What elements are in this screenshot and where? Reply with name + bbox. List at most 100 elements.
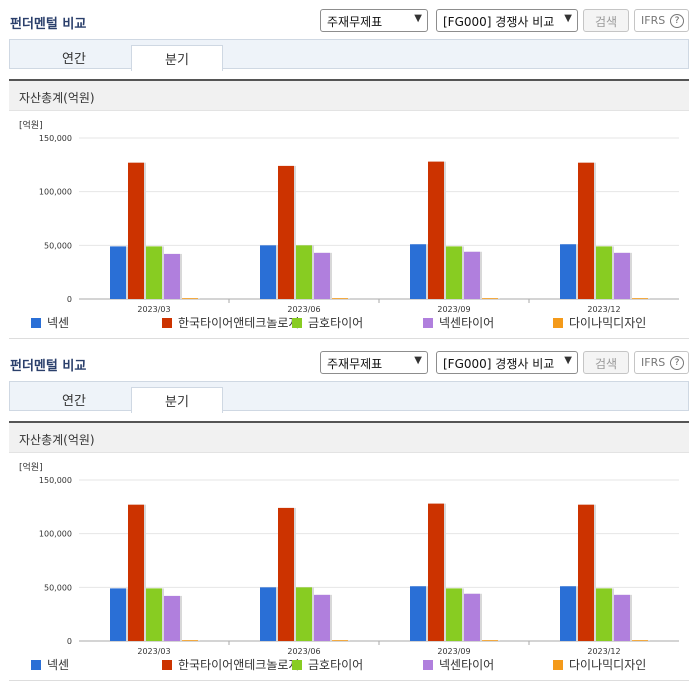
legend-item[interactable]: 넥센타이어 (423, 656, 494, 673)
chart-heading: 자산총계(억원) (9, 423, 689, 453)
x-tick-label: 2023/03 (137, 305, 170, 314)
legend-item[interactable]: 금호타이어 (292, 314, 363, 331)
bar (128, 162, 144, 299)
bar (410, 244, 426, 299)
help-icon: ? (670, 14, 684, 28)
legend-label: 넥센 (47, 658, 70, 672)
ifrs-label: IFRS (641, 356, 666, 369)
legend-item[interactable]: 다이나믹디자인 (553, 314, 646, 331)
legend-item[interactable]: 한국타이어앤테크놀로지 (162, 314, 299, 331)
y-unit-label: [억원] (19, 461, 43, 473)
tab-quarterly[interactable]: 분기 (131, 387, 223, 413)
bar (314, 252, 330, 299)
chart-area: [억원] 0 50,000 100,000 150,000 2023/03 2023/06 2… (9, 111, 689, 341)
legend-label: 다이나믹디자인 (569, 658, 647, 672)
bar-chart: [억원] 0 50,000 100,000 150,000 2023/03 2023/06 2… (19, 461, 679, 656)
period-tabs: 연간 분기 (9, 39, 689, 71)
bar (560, 586, 576, 641)
legend-swatch (31, 318, 41, 328)
bar (182, 640, 198, 641)
legend-label: 넥센타이어 (439, 316, 495, 330)
bar (332, 640, 348, 641)
legend-label: 넥센타이어 (439, 658, 495, 672)
bar (278, 165, 294, 299)
statement-select[interactable]: 주재무제표 ▼ (320, 9, 428, 32)
bar (632, 298, 648, 299)
bar (428, 161, 444, 299)
legend-item[interactable]: 다이나믹디자인 (553, 656, 646, 673)
x-tick-label: 2023/03 (137, 647, 170, 656)
y-tick-label: 0 (67, 637, 72, 646)
bar (482, 640, 498, 641)
legend-item[interactable]: 한국타이어앤테크놀로지 (162, 656, 299, 673)
help-icon: ? (670, 356, 684, 370)
bar (464, 593, 480, 641)
chevron-down-icon: ▼ (414, 355, 422, 366)
bar (164, 595, 180, 641)
legend-item[interactable]: 금호타이어 (292, 656, 363, 673)
statement-select[interactable]: 주재무제표 ▼ (320, 351, 428, 374)
x-tick-label: 2023/09 (437, 647, 470, 656)
x-tick-label: 2023/06 (287, 647, 320, 656)
chevron-down-icon: ▼ (414, 13, 422, 24)
chart-section: 자산총계(억원) [억원] 0 50,000 100,000 150,000 2023/0… (9, 79, 689, 339)
tab-quarterly[interactable]: 분기 (131, 45, 223, 71)
bar (446, 246, 462, 299)
tab-annual[interactable]: 연간 (62, 52, 86, 67)
chart-section: 자산총계(억원) [억원] 0 50,000 100,000 150,000 2023/0… (9, 421, 689, 681)
legend-swatch (553, 660, 563, 670)
panel-title: 펀더멘털 비교 (10, 359, 87, 374)
legend-swatch (423, 318, 433, 328)
y-tick-label: 0 (67, 295, 72, 304)
legend-swatch (31, 660, 41, 670)
bar-chart: [억원] 0 50,000 100,000 150,000 2023/03 2023/06 2… (19, 119, 679, 314)
statement-select-value: 주재무제표 (327, 15, 383, 29)
tab-annual[interactable]: 연간 (62, 394, 86, 409)
ifrs-button[interactable]: IFRS ? (634, 9, 689, 32)
x-tick-label: 2023/09 (437, 305, 470, 314)
bar (614, 594, 630, 641)
bar (146, 246, 162, 299)
legend-item[interactable]: 넥센 (31, 656, 69, 673)
search-button[interactable]: 검색 (583, 9, 629, 32)
legend-swatch (292, 318, 302, 328)
legend-swatch (162, 660, 172, 670)
bar (464, 251, 480, 299)
bar (296, 245, 312, 299)
fundamental-panel: 펀더멘털 비교 주재무제표 ▼ [FG000] 경쟁사 비교 ▼ 검색 IFRS… (9, 9, 689, 339)
bar (596, 246, 612, 299)
compare-select-value: [FG000] 경쟁사 비교 (443, 357, 555, 371)
bar (482, 298, 498, 299)
bar (446, 588, 462, 641)
search-button[interactable]: 검색 (583, 351, 629, 374)
legend-item[interactable]: 넥센 (31, 314, 69, 331)
fundamental-panel: 펀더멘털 비교 주재무제표 ▼ [FG000] 경쟁사 비교 ▼ 검색 IFRS… (0, 342, 696, 684)
statement-select-value: 주재무제표 (327, 357, 383, 371)
legend-item[interactable]: 넥센타이어 (423, 314, 494, 331)
bar (632, 640, 648, 641)
y-tick-label: 50,000 (44, 241, 72, 250)
compare-select[interactable]: [FG000] 경쟁사 비교 ▼ (436, 9, 578, 32)
y-tick-label: 50,000 (44, 583, 72, 592)
bar (596, 588, 612, 641)
legend-label: 금호타이어 (308, 658, 364, 672)
legend-swatch (292, 660, 302, 670)
legend-label: 금호타이어 (308, 316, 364, 330)
bar (614, 252, 630, 299)
ifrs-button[interactable]: IFRS ? (634, 351, 689, 374)
bar (578, 162, 594, 299)
y-tick-label: 150,000 (39, 476, 72, 485)
legend-label: 넥센 (47, 316, 70, 330)
bar (314, 594, 330, 641)
y-tick-label: 150,000 (39, 134, 72, 143)
bar (110, 588, 126, 641)
x-tick-label: 2023/12 (587, 647, 620, 656)
legend-label: 다이나믹디자인 (569, 316, 647, 330)
y-unit-label: [억원] (19, 119, 43, 131)
bar (332, 298, 348, 299)
compare-select[interactable]: [FG000] 경쟁사 비교 ▼ (436, 351, 578, 374)
chart-heading: 자산총계(억원) (9, 81, 689, 111)
ifrs-label: IFRS (641, 14, 666, 27)
chart-area: [억원] 0 50,000 100,000 150,000 2023/03 2023/06 2… (9, 453, 689, 683)
bar (428, 503, 444, 641)
